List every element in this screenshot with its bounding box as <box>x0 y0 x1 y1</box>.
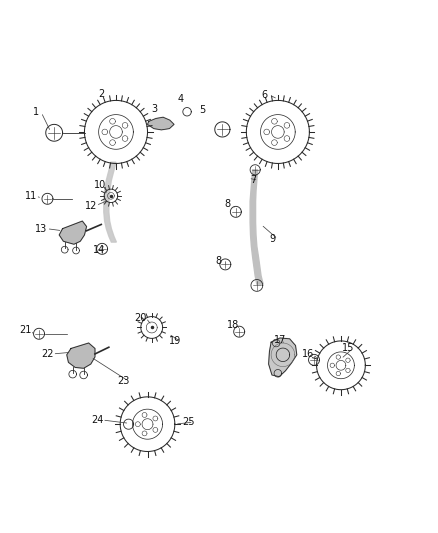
Text: 24: 24 <box>91 415 103 425</box>
Text: 25: 25 <box>183 417 195 427</box>
Text: 11: 11 <box>25 191 37 201</box>
Text: 21: 21 <box>19 326 32 335</box>
Text: 8: 8 <box>215 256 221 266</box>
Polygon shape <box>250 170 263 284</box>
Text: 6: 6 <box>261 90 268 100</box>
Text: 10: 10 <box>93 180 106 190</box>
Text: 17: 17 <box>274 335 286 345</box>
Text: 5: 5 <box>199 105 205 115</box>
Polygon shape <box>59 221 87 244</box>
Text: 2: 2 <box>98 89 104 99</box>
Text: 8: 8 <box>224 199 230 209</box>
Polygon shape <box>104 162 117 242</box>
Text: 3: 3 <box>151 104 157 114</box>
Text: 1: 1 <box>33 107 39 117</box>
Text: 7: 7 <box>251 175 257 185</box>
Text: 4: 4 <box>177 94 184 104</box>
Text: 20: 20 <box>134 313 147 323</box>
Polygon shape <box>67 343 95 368</box>
Text: 14: 14 <box>93 245 105 255</box>
Text: 18: 18 <box>227 319 239 329</box>
Polygon shape <box>268 338 297 377</box>
Text: 12: 12 <box>85 200 97 211</box>
Text: 9: 9 <box>270 234 276 244</box>
Polygon shape <box>148 117 174 130</box>
Text: 15: 15 <box>342 343 354 353</box>
Text: 13: 13 <box>35 224 48 233</box>
Text: 22: 22 <box>41 349 54 359</box>
Text: 19: 19 <box>169 336 181 346</box>
Text: 16: 16 <box>302 349 314 359</box>
Text: 23: 23 <box>117 376 129 386</box>
